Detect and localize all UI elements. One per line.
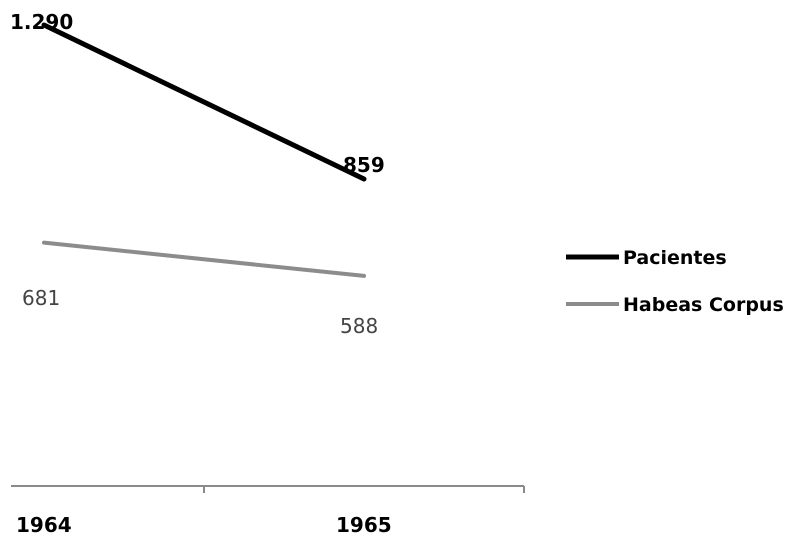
legend: Pacientes Habeas Corpus [566, 247, 784, 316]
data-label-habeas-corpus: 588 [340, 314, 378, 338]
data-label-habeas-corpus: 681 [22, 286, 60, 310]
series-lines [41, 22, 367, 278]
series-line-habeas-corpus [42, 240, 366, 278]
x-tick-label: 1965 [336, 513, 392, 533]
x-tick-label: 1964 [16, 513, 72, 533]
series-line-pacientes [41, 22, 367, 182]
legend-label-pacientes: Pacientes [623, 247, 727, 269]
legend-label-habeas-corpus: Habeas Corpus [623, 294, 784, 316]
data-label-pacientes: 859 [343, 153, 385, 177]
data-labels: 1.290 859 681 588 [10, 10, 385, 338]
x-axis: 1964 1965 [11, 485, 525, 533]
data-label-pacientes: 1.290 [10, 10, 73, 34]
